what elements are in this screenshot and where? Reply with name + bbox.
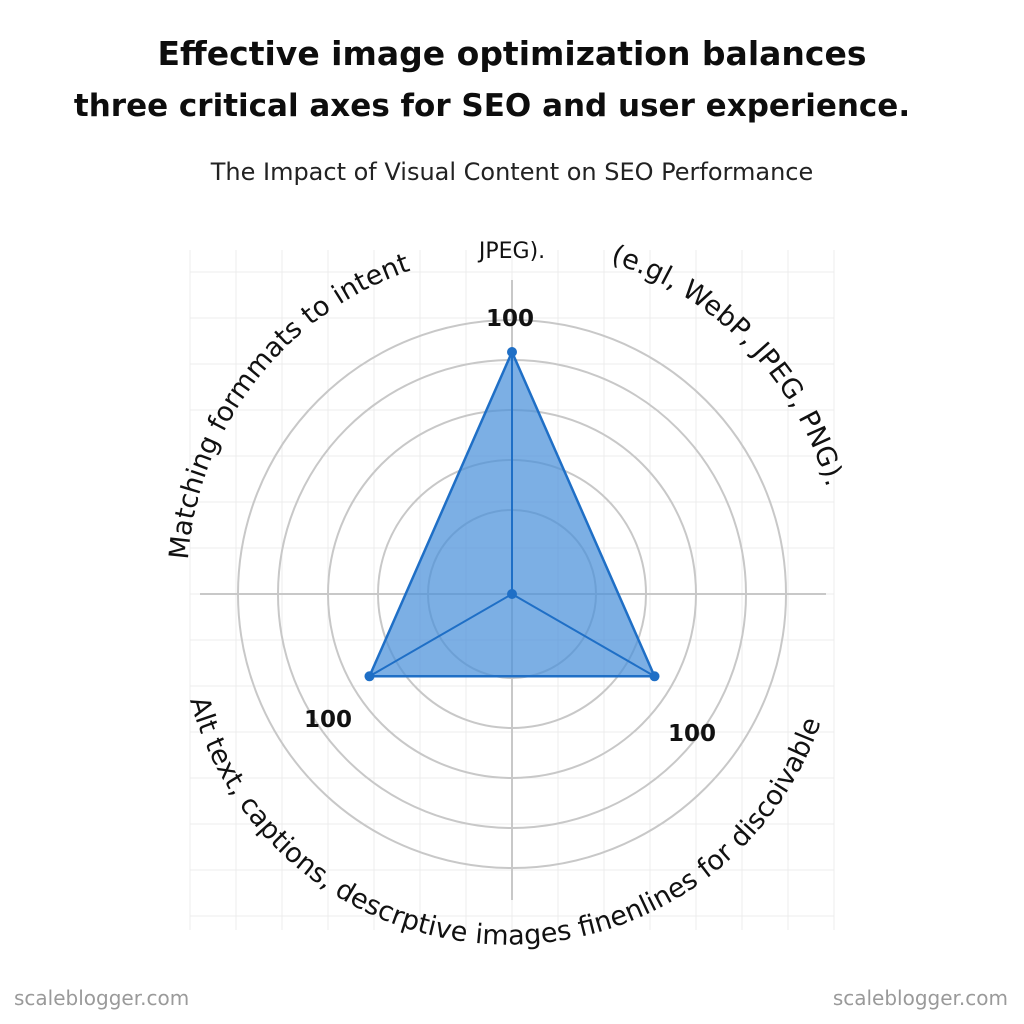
- radar-center-point: [507, 589, 517, 599]
- radar-point-lower-left: [364, 671, 375, 682]
- radar-spoke-lower-right: [511, 593, 656, 678]
- tick-label-top: 100: [486, 306, 534, 332]
- headline-line-2: three critical axes for SEO and user exp…: [73, 88, 911, 124]
- radar-point-top: [507, 347, 517, 357]
- radar-series: [364, 347, 660, 682]
- chart-title: The Impact of Visual Content on SEO Perf…: [210, 158, 814, 186]
- tick-label-lower-left: 100: [668, 721, 716, 747]
- tick-label-lower-right: 100: [304, 707, 352, 733]
- radar-spoke-lower-left: [368, 593, 513, 678]
- radar-point-lower-right: [649, 671, 660, 682]
- watermark-right: scaleblogger.com: [832, 986, 1008, 1010]
- watermark-left: scaleblogger.com: [14, 986, 190, 1010]
- radar-tick-labels: 100 100 100: [304, 306, 716, 747]
- headline-line-1: Effective image optimization balances: [157, 34, 867, 73]
- axis-label-top: JPEG).: [477, 239, 545, 264]
